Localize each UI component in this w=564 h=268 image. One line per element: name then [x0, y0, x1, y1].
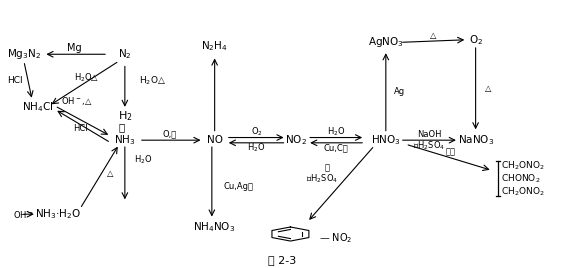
Text: Mg: Mg [67, 43, 82, 53]
Text: CHONO$_2$: CHONO$_2$ [501, 172, 540, 185]
Text: N$_2$H$_4$: N$_2$H$_4$ [201, 39, 228, 53]
Text: O$_2$: O$_2$ [251, 126, 263, 139]
Text: O,催: O,催 [162, 130, 177, 139]
Text: H$_2$O: H$_2$O [248, 141, 266, 154]
Text: NO: NO [206, 135, 223, 145]
Text: 催: 催 [119, 122, 125, 132]
Text: OH$^-$: OH$^-$ [12, 209, 33, 220]
Text: NH$_4$Cl: NH$_4$Cl [22, 100, 54, 114]
Text: 甘油: 甘油 [446, 148, 455, 157]
Text: NaOH: NaOH [417, 130, 442, 139]
Text: H$_2$O△: H$_2$O△ [74, 72, 100, 84]
Text: Mg$_3$N$_2$: Mg$_3$N$_2$ [7, 47, 41, 61]
Text: H$_2$O: H$_2$O [327, 126, 345, 139]
Text: — NO$_2$: — NO$_2$ [319, 231, 352, 245]
Text: H$_2$: H$_2$ [117, 110, 132, 123]
Text: NH$_4$NO$_3$: NH$_4$NO$_3$ [193, 221, 236, 234]
Text: NO$_2$: NO$_2$ [285, 133, 307, 147]
Text: Cu,Ag稀: Cu,Ag稀 [223, 182, 253, 191]
Text: NH$_3$: NH$_3$ [114, 133, 135, 147]
Text: AgNO$_3$: AgNO$_3$ [368, 35, 404, 49]
Text: HCl: HCl [73, 124, 87, 133]
Text: △: △ [485, 84, 492, 93]
Text: △: △ [107, 169, 113, 178]
Text: HCl: HCl [7, 76, 23, 85]
Text: NH$_3$·H$_2$O: NH$_3$·H$_2$O [34, 207, 81, 221]
Text: NaNO$_3$: NaNO$_3$ [457, 133, 494, 147]
Text: CH$_2$ONO$_2$: CH$_2$ONO$_2$ [501, 159, 545, 172]
Text: H$_2$O: H$_2$O [134, 154, 153, 166]
Text: Ag: Ag [394, 87, 406, 96]
Text: H$_2$O△: H$_2$O△ [139, 75, 166, 87]
Text: CH$_2$ONO$_2$: CH$_2$ONO$_2$ [501, 185, 545, 198]
Text: △: △ [430, 31, 437, 40]
Text: HNO$_3$: HNO$_3$ [371, 133, 401, 147]
Text: 苯: 苯 [325, 163, 330, 172]
Text: OH$^-$,△: OH$^-$,△ [61, 95, 93, 106]
Text: O$_2$: O$_2$ [469, 33, 483, 47]
Text: 图 2-3: 图 2-3 [268, 255, 296, 265]
Text: 浓H$_2$SO$_4$: 浓H$_2$SO$_4$ [306, 172, 338, 185]
Text: 浓H$_2$SO$_4$: 浓H$_2$SO$_4$ [413, 139, 446, 152]
Text: N$_2$: N$_2$ [118, 47, 132, 61]
Text: Cu,C浓: Cu,C浓 [324, 143, 348, 152]
